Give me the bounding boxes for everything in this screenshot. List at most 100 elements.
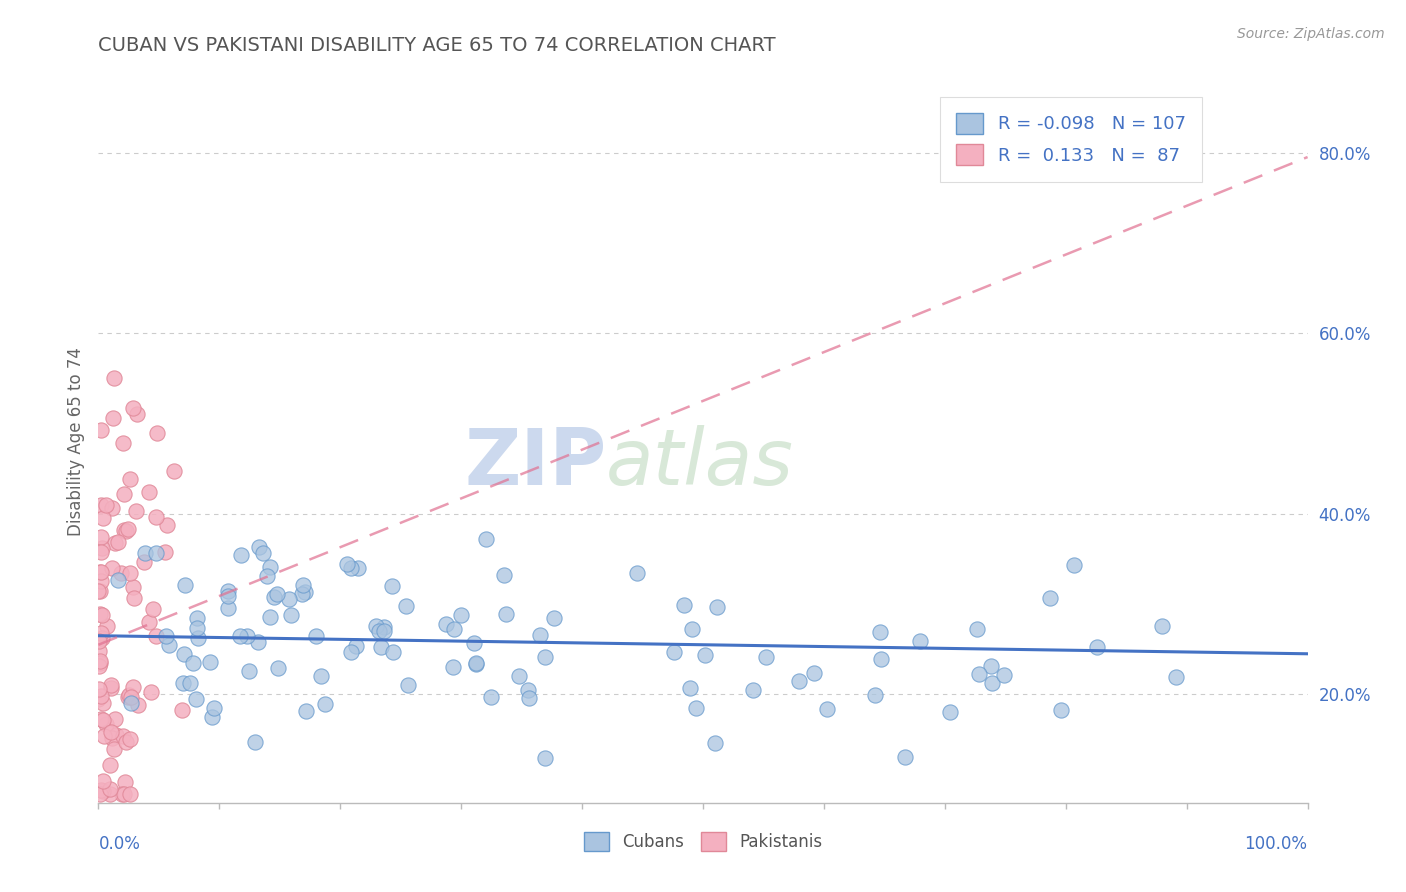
Point [247, 541, 270, 555]
Point [90, 574, 112, 588]
Text: ZIP: ZIP [464, 425, 606, 501]
Point [450, 607, 472, 622]
Point [87, 681, 110, 696]
Point [139, 684, 162, 698]
Point [464, 656, 486, 670]
Point [89, 787, 111, 801]
Point [495, 607, 517, 622]
Point [87, 691, 110, 706]
Point [681, 622, 703, 636]
Point [156, 518, 179, 533]
Point [142, 602, 165, 616]
Point [111, 787, 134, 801]
Point [100, 681, 122, 695]
Point [381, 644, 404, 658]
Point [398, 678, 420, 692]
Point [803, 665, 825, 680]
Text: CUBAN VS PAKISTANI DISABILITY AGE 65 TO 74 CORRELATION CHART: CUBAN VS PAKISTANI DISABILITY AGE 65 TO … [98, 36, 776, 54]
Point [89, 565, 111, 579]
Point [118, 566, 141, 580]
Point [1087, 640, 1109, 655]
Point [104, 535, 127, 549]
Point [124, 591, 146, 606]
Point [120, 690, 142, 705]
Point [685, 701, 707, 715]
Point [105, 728, 128, 742]
Point [87, 644, 110, 658]
Point [157, 638, 180, 652]
Point [89, 656, 111, 670]
Point [127, 698, 149, 712]
Point [101, 561, 124, 575]
Point [910, 634, 932, 648]
Point [90, 626, 112, 640]
Point [373, 620, 395, 634]
Point [340, 561, 363, 575]
Point [103, 742, 125, 756]
Point [94, 498, 117, 512]
Point [463, 636, 485, 650]
Point [103, 410, 125, 425]
Point [100, 678, 122, 692]
Point [120, 731, 142, 746]
Point [742, 683, 765, 698]
Point [121, 680, 143, 694]
Point [104, 712, 127, 726]
Point [980, 676, 1002, 690]
Point [508, 669, 530, 683]
Point [87, 659, 110, 673]
Point [91, 774, 114, 789]
Point [235, 629, 257, 643]
Point [368, 624, 391, 639]
Point [112, 435, 135, 450]
Point [443, 622, 465, 636]
Point [894, 749, 917, 764]
Point [170, 703, 193, 717]
Point [870, 652, 893, 666]
Point [865, 688, 887, 702]
Text: Source: ZipAtlas.com: Source: ZipAtlas.com [1237, 27, 1385, 41]
Point [533, 649, 555, 664]
Point [201, 709, 224, 723]
Point [138, 485, 160, 500]
Point [494, 568, 516, 582]
Y-axis label: Disability Age 65 to 74: Disability Age 65 to 74 [66, 347, 84, 536]
Point [117, 688, 139, 702]
Point [91, 608, 114, 623]
Point [543, 610, 565, 624]
Point [134, 545, 156, 559]
Point [91, 632, 114, 646]
Point [517, 683, 540, 698]
Point [347, 561, 370, 575]
Point [98, 758, 121, 772]
Point [217, 589, 239, 603]
Point [117, 690, 139, 704]
Point [1166, 670, 1188, 684]
Point [204, 701, 226, 715]
Point [1063, 558, 1085, 572]
Point [364, 618, 387, 632]
Point [125, 504, 148, 518]
Point [96, 619, 118, 633]
Point [266, 586, 288, 600]
Point [101, 731, 124, 746]
Point [179, 675, 201, 690]
Point [381, 579, 404, 593]
Point [186, 611, 208, 625]
Point [370, 640, 392, 655]
Point [184, 691, 207, 706]
Point [966, 623, 988, 637]
Point [294, 585, 316, 599]
Point [110, 566, 132, 580]
Point [267, 661, 290, 675]
Point [869, 624, 891, 639]
Point [89, 607, 111, 621]
Point [90, 712, 112, 726]
Point [290, 587, 312, 601]
Point [993, 668, 1015, 682]
Point [434, 617, 457, 632]
Point [465, 657, 488, 671]
Point [120, 697, 142, 711]
Point [89, 565, 111, 579]
Point [1049, 703, 1071, 717]
